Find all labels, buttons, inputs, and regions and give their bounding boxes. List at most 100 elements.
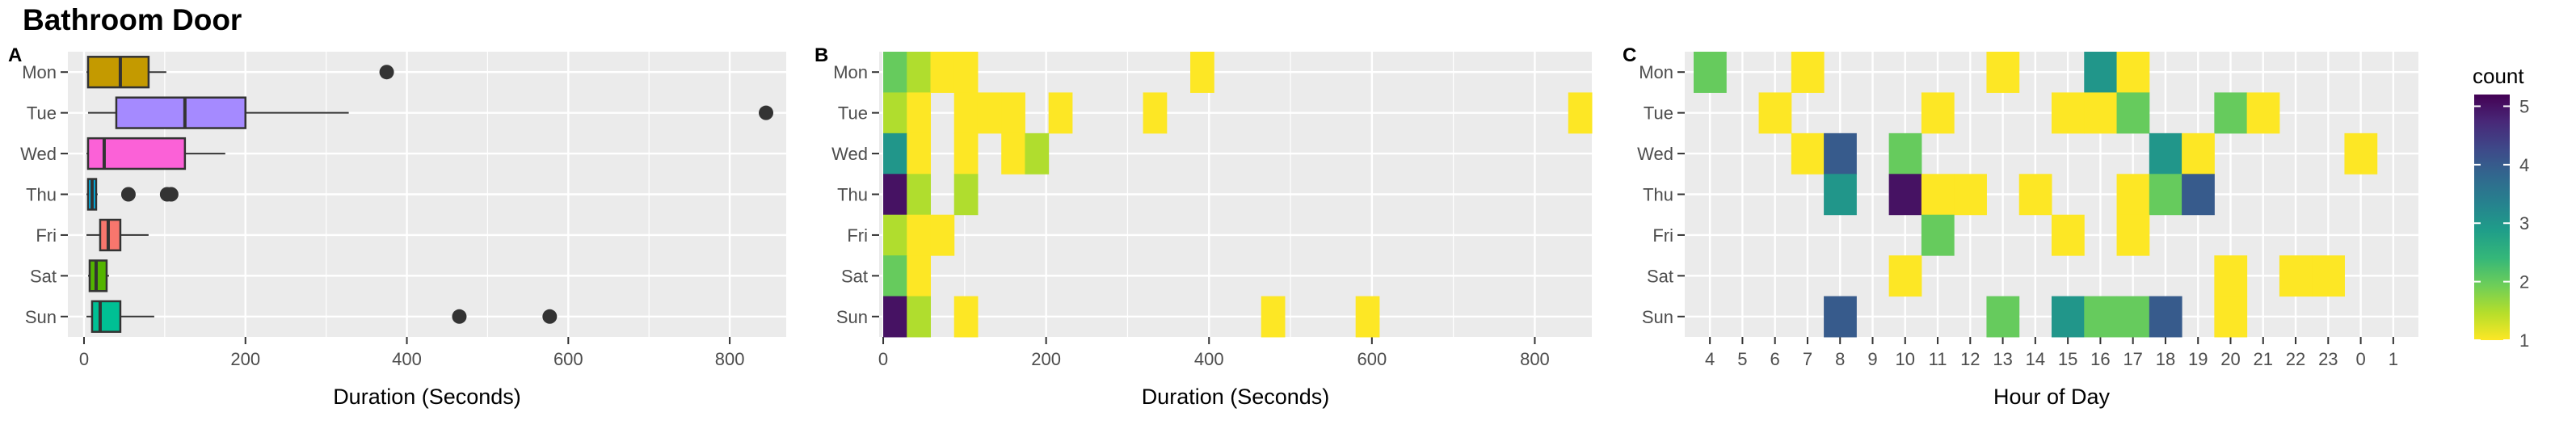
panel-a-y-tick-label-sat: Sat <box>30 266 57 286</box>
heat-cell-b-fri <box>930 214 955 256</box>
box-fri <box>99 218 122 252</box>
count-legend: count 1 2 3 4 5 <box>2473 64 2529 351</box>
panel-b-x-tick-label: 200 <box>1031 349 1061 369</box>
heat-cell-b-tue <box>1143 92 1168 134</box>
panel-b-y-tick-label-thu: Thu <box>837 185 868 205</box>
panel-a-x-tick-label: 800 <box>715 349 745 369</box>
panel-c-x-tick-label: 4 <box>1705 349 1715 369</box>
panel-a-y-tick-label-tue: Tue <box>27 103 57 124</box>
heat-cell-b-sun <box>953 296 979 338</box>
panel-c-x-tick-label: 16 <box>2090 349 2110 369</box>
heat-cell-c-tue <box>1921 92 1955 134</box>
panel-a-boxplot: A Mon Tue Wed Thu Fri Sat Sun 0 200 400 600 800 Dur… <box>8 44 811 409</box>
heat-cell-b-sun <box>1261 296 1286 338</box>
heat-cell-c-thu <box>2018 174 2052 216</box>
box-sun <box>90 300 122 333</box>
panel-c-x-tick-label: 10 <box>1896 349 1915 369</box>
heat-cell-c-thu <box>1824 174 1857 216</box>
panel-b-x-tick-label: 400 <box>1194 349 1224 369</box>
heat-cell-b-thu <box>883 174 907 216</box>
heat-cell-c-fri <box>1921 214 1955 256</box>
heat-cell-b-sun <box>883 296 907 338</box>
panel-c-y-tick-label-tue: Tue <box>1644 103 1673 124</box>
panel-c-y-tick-label-mon: Mon <box>1639 62 1673 82</box>
box-outlier-sun <box>452 309 467 324</box>
panel-c-x-tick-label: 6 <box>1770 349 1780 369</box>
panel-c-x-tick-label: 7 <box>1803 349 1812 369</box>
panel-a-x-tick-label: 600 <box>554 349 583 369</box>
heat-cell-b-mon <box>883 52 907 93</box>
panel-c-x-tick-label: 1 <box>2389 349 2398 369</box>
heat-cell-c-thu <box>1921 174 1955 216</box>
panel-b-y-tick-label-tue: Tue <box>838 103 868 124</box>
heat-cell-b-sun <box>1355 296 1380 338</box>
heat-cell-c-fri <box>2052 214 2085 256</box>
heat-cell-c-thu <box>1954 174 1987 216</box>
heat-cell-c-sun <box>2149 296 2182 338</box>
heat-cell-c-tue <box>2116 92 2150 134</box>
panel-c-x-axis-label: Hour of Day <box>1993 385 2111 409</box>
box-outlier-mon <box>379 65 394 80</box>
heat-cell-b-wed <box>1001 132 1025 175</box>
heat-cell-b-wed <box>1025 132 1050 175</box>
heat-cell-c-tue <box>2246 92 2280 134</box>
heat-cell-c-wed <box>2149 132 2182 175</box>
panel-c-x-tick-label: 18 <box>2156 349 2175 369</box>
panel-a-x-tick-label: 0 <box>79 349 89 369</box>
heat-cell-c-mon <box>1791 52 1825 93</box>
heat-cell-c-wed <box>1888 132 1922 175</box>
heat-cell-c-tue <box>2084 92 2118 134</box>
panel-c-x-tick-label: 21 <box>2254 349 2273 369</box>
heat-cell-b-wed <box>953 132 979 175</box>
heat-cell-c-fri <box>2116 214 2150 256</box>
panel-c-x-tick-label: 13 <box>1993 349 2012 369</box>
heat-cell-c-thu <box>1888 174 1922 216</box>
panel-c-y-tick-label-thu: Thu <box>1643 185 1673 205</box>
panel-b-tag: B <box>814 44 828 66</box>
heat-cell-c-sat <box>2312 255 2345 297</box>
panel-c-y-tick-label-sun: Sun <box>1642 307 1673 327</box>
box-outlier-thu <box>163 187 179 202</box>
heat-cell-b-tue <box>1568 92 1593 134</box>
panel-a-y-tick-label-mon: Mon <box>22 62 57 82</box>
heat-cell-c-sun <box>1824 296 1857 338</box>
heat-cell-b-tue <box>883 92 907 134</box>
heat-cell-c-sun <box>2116 296 2150 338</box>
legend-tick-label: 3 <box>2519 213 2529 233</box>
heat-cell-b-fri <box>907 214 932 256</box>
panel-b-duration-heatmap: B Mon Tue Wed Thu Fri Sat Sun 0 200 400 600 800 Dur… <box>814 44 1593 409</box>
heat-cell-c-thu <box>2116 174 2150 216</box>
panel-a-x-tick-label: 400 <box>392 349 422 369</box>
panel-b-y-tick-label-wed: Wed <box>831 144 868 164</box>
heat-cell-c-wed <box>1791 132 1825 175</box>
panel-c-x-tick-label: 22 <box>2286 349 2305 369</box>
panel-c-y-tick-label-sat: Sat <box>1647 266 1673 286</box>
heat-cell-c-mon <box>2116 52 2150 93</box>
heat-cell-c-sun <box>2214 296 2248 338</box>
panel-b-x-tick-label: 0 <box>878 349 888 369</box>
box-outlier-tue <box>759 105 774 120</box>
heat-cell-c-tue <box>1758 92 1792 134</box>
heat-cell-b-mon <box>1190 52 1214 93</box>
panel-c-x-tick-label: 11 <box>1929 349 1947 369</box>
panel-c-x-tick-label: 8 <box>1835 349 1845 369</box>
heat-cell-b-wed <box>883 132 907 175</box>
heat-cell-b-tue <box>977 92 1002 134</box>
panel-a-y-tick-label-wed: Wed <box>20 144 57 164</box>
panel-c-y-tick-label-fri: Fri <box>1652 225 1673 246</box>
legend-tick-label: 1 <box>2519 330 2529 351</box>
heat-cell-c-sat <box>1888 255 1922 297</box>
legend-tick-label: 2 <box>2519 272 2529 292</box>
panel-b-y-tick-label-sun: Sun <box>836 307 868 327</box>
heat-cell-b-mon <box>930 52 955 93</box>
heat-cell-b-tue <box>1048 92 1073 134</box>
figure-title: Bathroom Door <box>23 3 242 36</box>
heat-cell-b-thu <box>907 174 932 216</box>
panel-b-x-tick-label: 600 <box>1357 349 1387 369</box>
box-sat <box>88 259 108 292</box>
heat-cell-b-wed <box>907 132 932 175</box>
heat-cell-c-wed <box>2344 132 2378 175</box>
box-mon <box>86 56 150 89</box>
panel-a-tag: A <box>8 44 22 66</box>
